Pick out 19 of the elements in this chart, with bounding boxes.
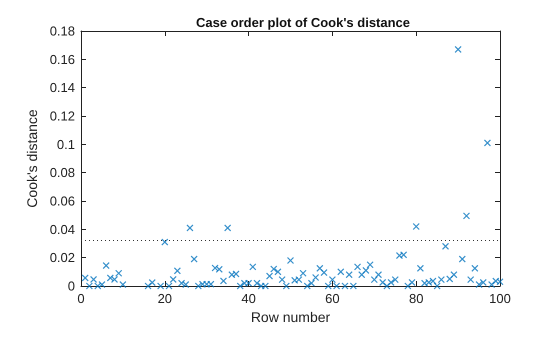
x-tick-label: 40	[241, 291, 256, 306]
y-tick-label: 0.02	[50, 250, 75, 266]
x-tick-label: 60	[325, 291, 340, 306]
y-tick-label: 0.16	[50, 52, 75, 67]
x-tick-label: 20	[158, 291, 172, 306]
y-tick-label: 0.18	[50, 24, 75, 38]
y-tick-label: 0.14	[50, 80, 75, 96]
chart-title: Case order plot of Cook's distance	[196, 15, 410, 30]
x-tick-label: 0	[77, 291, 85, 306]
x-axis-title: Row number	[250, 309, 331, 325]
y-tick-label: 0.06	[50, 194, 75, 208]
x-tick-label: 100	[489, 291, 511, 306]
x-tick-label: 80	[408, 291, 424, 306]
y-tick-label: 0.12	[50, 108, 75, 124]
y-tick-label: 0.08	[50, 165, 75, 180]
y-tick-label: 0.04	[50, 222, 75, 237]
y-axis-title: Cook's distance	[24, 109, 40, 208]
y-tick-label: 0	[68, 278, 75, 294]
y-tick-label: 0.1	[56, 136, 75, 152]
